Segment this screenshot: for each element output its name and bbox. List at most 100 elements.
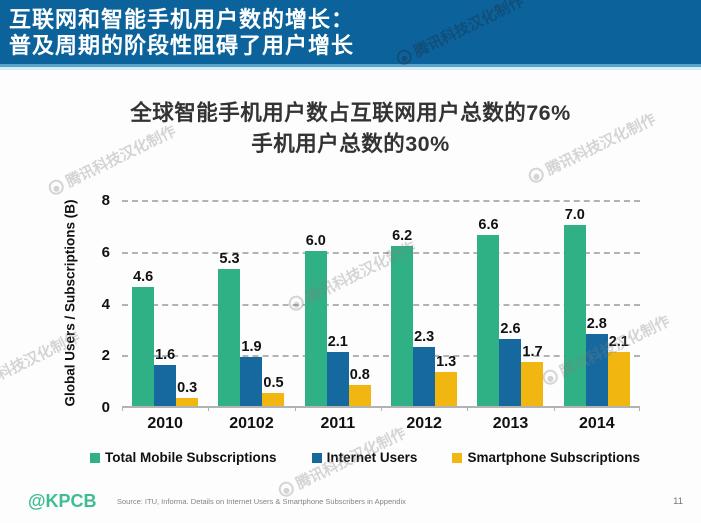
y-tick-label: 0 [101,399,110,416]
bar-with-label: 2.3 [413,328,436,406]
gridline [122,355,640,358]
bar-value-label: 1.7 [522,344,543,361]
x-axis-tick [381,406,382,411]
bar-group: 7.0 2.8 2.1 [554,201,640,406]
bar-with-label: 6.2 [391,227,414,406]
banner-accent-strip [0,64,701,67]
page-number: 11 [673,496,683,507]
bar-value-label: 6.6 [478,217,499,234]
bar-group: 6.0 2.1 0.8 [295,201,381,406]
bar-with-label: 2.1 [326,333,349,406]
bar-value-label: 1.6 [155,346,176,363]
legend-label: Total Mobile Subscriptions [105,450,277,465]
bar [218,268,241,406]
gridline [122,200,640,202]
x-tick-label: 2012 [406,415,442,432]
bar-with-label: 5.3 [218,250,241,406]
y-tick-label: 8 [101,192,110,209]
x-axis-tick [639,406,640,411]
bar-value-label: 2.8 [586,315,607,332]
bar-with-label: 2.6 [499,320,522,406]
bar-with-label: 1.3 [435,354,458,406]
bar-value-label: 7.0 [564,206,585,223]
bar [563,224,586,406]
bar-group: 6.6 2.6 1.7 [467,201,553,406]
bar [326,351,349,406]
x-axis-tick [553,406,555,411]
bar [262,393,285,406]
bar [391,245,414,406]
bar-group: 6.2 2.3 1.3 [381,201,467,406]
bar [477,235,500,406]
legend-swatch-icon [90,452,100,463]
y-axis-tick-labels: 0 2 4 6 8 [58,192,110,416]
chart-headline-line-2: 手机用户总数的30% [251,132,450,156]
bar-value-label: 0.5 [263,375,284,392]
bar [585,333,608,406]
bar-with-label: 1.9 [240,338,263,406]
bar-value-label: 5.3 [219,250,240,267]
legend-item: Internet Users [311,450,418,465]
bar-value-label: 6.0 [305,232,326,249]
bar-with-label: 0.3 [176,380,199,406]
bar-value-label: 1.9 [241,338,262,355]
x-tick-label: 2010 [147,415,183,432]
bar-with-label: 1.7 [521,344,544,406]
bar-group: 5.3 1.9 0.5 [208,201,294,406]
tencent-logo-icon [526,165,547,186]
bar-chart-plot-area: 4.6 1.6 0.3 2010 5.3 1.9 0.5 20102 6.0 2.1 0.8 2011… [122,200,640,432]
legend-label: Smartphone Subscriptions [467,450,640,465]
slide-title-line-2: 普及周期的阶段性阻碍了用户增长 [9,33,355,58]
x-tick-label: 20102 [229,415,274,432]
bar-value-label: 2.3 [414,328,435,345]
chart-headline: 全球智能手机用户数占互联网用户总数的76% 手机用户总数的30% [0,98,701,160]
bar-with-label: 6.6 [477,217,500,406]
bar [348,385,371,406]
bar [304,250,327,406]
gridline [122,251,640,254]
bar [521,362,544,406]
slide-title-line-1: 互联网和智能手机用户数的增长： [9,7,355,32]
bar-value-label: 0.8 [349,367,370,384]
x-axis-tick [467,406,469,411]
bar-with-label: 2.8 [585,315,608,406]
bar [132,286,155,406]
legend-swatch-icon [311,452,322,463]
bar-value-label: 2.6 [500,320,521,337]
bar-value-label: 1.3 [436,354,457,371]
bar-with-label: 4.6 [132,268,155,406]
y-tick-label: 2 [101,347,110,365]
bar [435,372,458,406]
bar-group: 4.6 1.6 0.3 [122,201,208,406]
bar-value-label: 6.2 [392,227,413,244]
bar-value-label: 2.1 [327,333,348,350]
x-tick-label: 2014 [579,415,615,432]
bar-value-label: 2.1 [608,333,629,350]
legend-item: Smartphone Subscriptions [452,450,640,465]
bar-with-label: 1.6 [154,346,177,406]
legend-item: Total Mobile Subscriptions [90,450,277,465]
bar [240,356,263,406]
x-tick-label: 2011 [320,415,356,432]
bar [154,364,177,406]
legend-label: Internet Users [326,450,418,465]
chart-legend: Total Mobile Subscriptions Internet Users… [90,450,640,465]
bar-with-label: 0.5 [262,375,285,406]
x-axis-tick [208,406,210,411]
gridline [122,303,640,306]
kpcb-logo: @KPCB [28,491,97,511]
bar-value-label: 4.6 [133,268,154,285]
bar-with-label: 6.0 [304,232,327,406]
chart-headline-line-1: 全球智能手机用户数占互联网用户总数的76% [130,101,571,125]
x-axis-tick [122,406,123,411]
source-note: Source: ITU, Informa. Details on Interne… [117,497,406,506]
bar [499,338,522,406]
x-tick-label: 2013 [492,415,529,432]
legend-swatch-icon [452,452,463,463]
bar [413,346,436,406]
bar [607,351,630,406]
slide-title-banner: 互联网和智能手机用户数的增长： 普及周期的阶段性阻碍了用户增长 [0,0,701,64]
x-axis-tick [294,406,296,411]
bar-with-label: 2.1 [607,333,630,406]
y-tick-label: 6 [101,243,110,261]
